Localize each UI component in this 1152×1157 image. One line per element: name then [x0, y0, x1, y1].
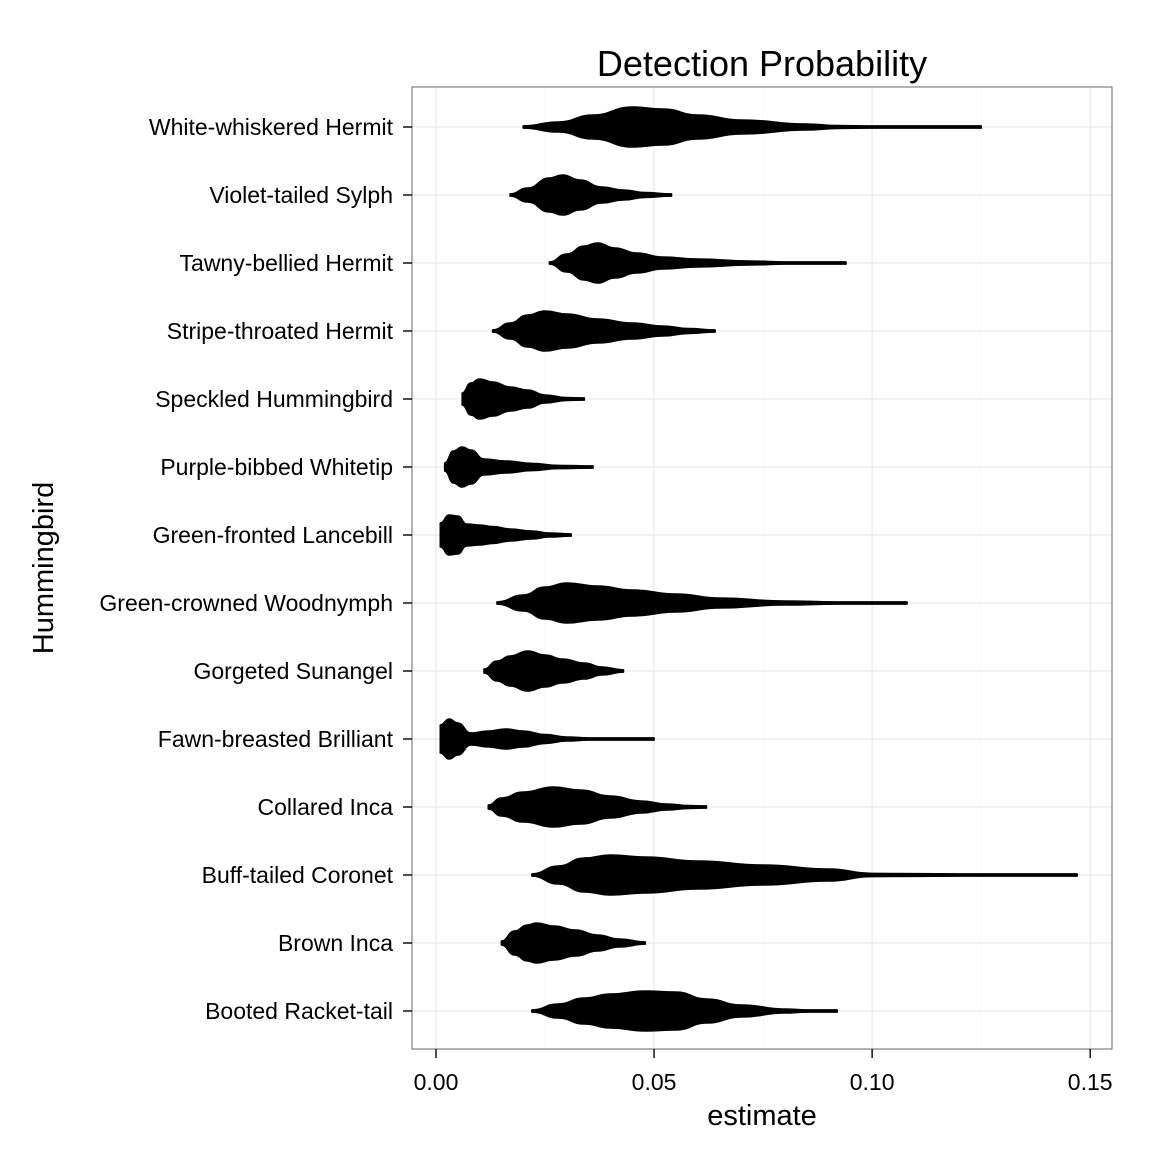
violin-fawn-breasted-brilliant	[439, 718, 655, 760]
violin-collared-inca	[487, 786, 708, 828]
x-tick-label: 0.15	[1068, 1069, 1113, 1095]
violin-stripe-throated-hermit	[491, 310, 716, 352]
violin-white-whiskered-hermit	[522, 106, 982, 148]
violin-purple-bibbed-whitetip	[443, 446, 594, 488]
violin-speckled-hummingbird	[461, 378, 586, 420]
violin-tawny-bellied-hermit	[548, 242, 847, 284]
violin-gorgeted-sunangel	[483, 650, 625, 692]
y-tick-label: White-whiskered Hermit	[149, 114, 394, 140]
y-tick-label: Speckled Hummingbird	[155, 386, 393, 412]
y-tick-label: Purple-bibbed Whitetip	[160, 454, 393, 480]
y-axis-label: Hummingbird	[28, 482, 60, 654]
y-tick-label: Collared Inca	[257, 794, 393, 820]
y-tick-label: Stripe-throated Hermit	[167, 318, 394, 344]
axis-layer: White-whiskered Hermit Violet-tailed Sylp…	[99, 114, 1112, 1095]
x-axis-label: estimate	[707, 1100, 817, 1132]
violin-green-fronted-lancebill	[439, 514, 572, 556]
violin-buff-tailed-coronet	[531, 854, 1078, 896]
y-tick-label: Fawn-breasted Brilliant	[158, 726, 394, 752]
y-tick-label: Tawny-bellied Hermit	[180, 250, 394, 276]
x-tick-label: 0.05	[632, 1069, 677, 1095]
y-tick-label: Gorgeted Sunangel	[194, 658, 394, 684]
chart-title: Detection Probability	[597, 43, 927, 84]
violin-layer	[439, 106, 1078, 1032]
y-tick-label: Violet-tailed Sylph	[209, 182, 393, 208]
y-tick-label: Brown Inca	[278, 930, 393, 956]
violin-green-crowned-woodnymph	[496, 582, 908, 624]
x-tick-label: 0.00	[414, 1069, 459, 1095]
violin-booted-racket-tail	[531, 990, 838, 1032]
y-tick-label: Booted Racket-tail	[205, 998, 393, 1024]
y-tick-label: Buff-tailed Coronet	[202, 862, 394, 888]
y-tick-label: Green-crowned Woodnymph	[99, 590, 393, 616]
y-tick-label: Green-fronted Lancebill	[153, 522, 393, 548]
panel-border	[411, 86, 1113, 1050]
x-tick-label: 0.10	[850, 1069, 895, 1095]
violin-brown-inca	[500, 922, 647, 964]
violin-violet-tailed-sylph	[509, 174, 673, 216]
grid-layer	[412, 87, 1112, 1049]
